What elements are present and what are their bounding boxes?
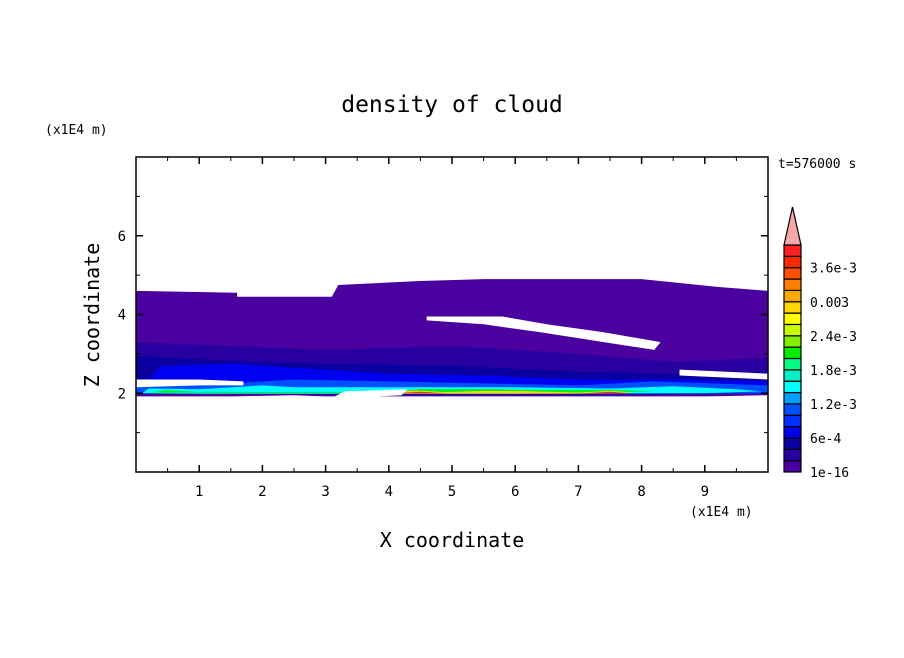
colorbar-swatch: [783, 357, 802, 371]
colorbar-swatch: [783, 323, 802, 337]
x-axis-label: X coordinate: [380, 528, 525, 552]
colorbar-extend-triangle: [783, 206, 802, 246]
x-tick-label: 7: [574, 484, 582, 500]
colorbar-tick-label: 1.8e-3: [810, 364, 857, 379]
contour-empty-region: [679, 369, 768, 380]
colorbar-swatch: [783, 437, 802, 450]
contour-empty-region: [426, 316, 661, 350]
contour-empty-region: [331, 389, 408, 398]
contour-region-level-18: [395, 391, 629, 394]
y-axis-label: Z coordinate: [80, 243, 104, 388]
colorbar-swatch: [783, 391, 802, 405]
contour-empty-region: [136, 396, 768, 404]
y-unit-label: (x1E4 m): [45, 123, 108, 138]
contour-empty-region: [136, 379, 244, 388]
x-tick-label: 1: [195, 484, 203, 500]
colorbar-swatch: [783, 278, 802, 291]
y-tick-label: 4: [118, 308, 126, 324]
colorbar: 1e-16 6e-4 1.2e-3 1.8e-3 2.4e-3 0.003 3.6e-3: [783, 206, 857, 481]
colorbar-swatch: [783, 289, 802, 303]
colorbar-swatch: [783, 267, 802, 280]
y-tick-label: 2: [118, 386, 126, 402]
colorbar-tick-label: 1e-16: [810, 466, 849, 481]
x-tick-label: 2: [258, 484, 266, 500]
y-tick-label: 6: [118, 229, 126, 245]
x-tick-label: 4: [385, 484, 393, 500]
contour-fills: [136, 279, 768, 404]
x-unit-label: (x1E4 m): [690, 505, 753, 520]
colorbar-swatch: [783, 380, 802, 394]
colorbar-tick-label: 0.003: [810, 296, 849, 311]
chart-title: density of cloud: [341, 92, 563, 118]
colorbar-swatch: [783, 312, 802, 326]
colorbar-swatch: [783, 460, 802, 473]
x-tick-label: 9: [701, 484, 709, 500]
colorbar-swatch: [783, 335, 802, 348]
colorbar-swatch: [783, 448, 802, 462]
axis-ticks: 1 2 3 4 5 6 7 8 9 2 4 6: [118, 157, 768, 500]
x-tick-label: 6: [511, 484, 519, 500]
colorbar-swatch: [783, 255, 802, 269]
contour-region-level-14: [382, 390, 636, 394]
x-tick-label: 8: [637, 484, 645, 500]
colorbar-tick-label: 3.6e-3: [810, 262, 857, 277]
colorbar-swatch: [783, 369, 802, 382]
x-tick-label: 3: [321, 484, 329, 500]
colorbar-swatch: [783, 426, 802, 439]
colorbar-swatch: [783, 414, 802, 428]
colorbar-swatch: [783, 244, 802, 257]
x-tick-label: 5: [448, 484, 456, 500]
time-label: t=576000 s: [778, 157, 856, 172]
colorbar-swatch: [783, 346, 802, 360]
colorbar-tick-label: 1.2e-3: [810, 398, 857, 413]
colorbar-tick-label: 6e-4: [810, 432, 841, 447]
colorbar-swatch: [783, 301, 802, 314]
colorbar-swatch: [783, 403, 802, 416]
colorbar-tick-label: 2.4e-3: [810, 330, 857, 345]
